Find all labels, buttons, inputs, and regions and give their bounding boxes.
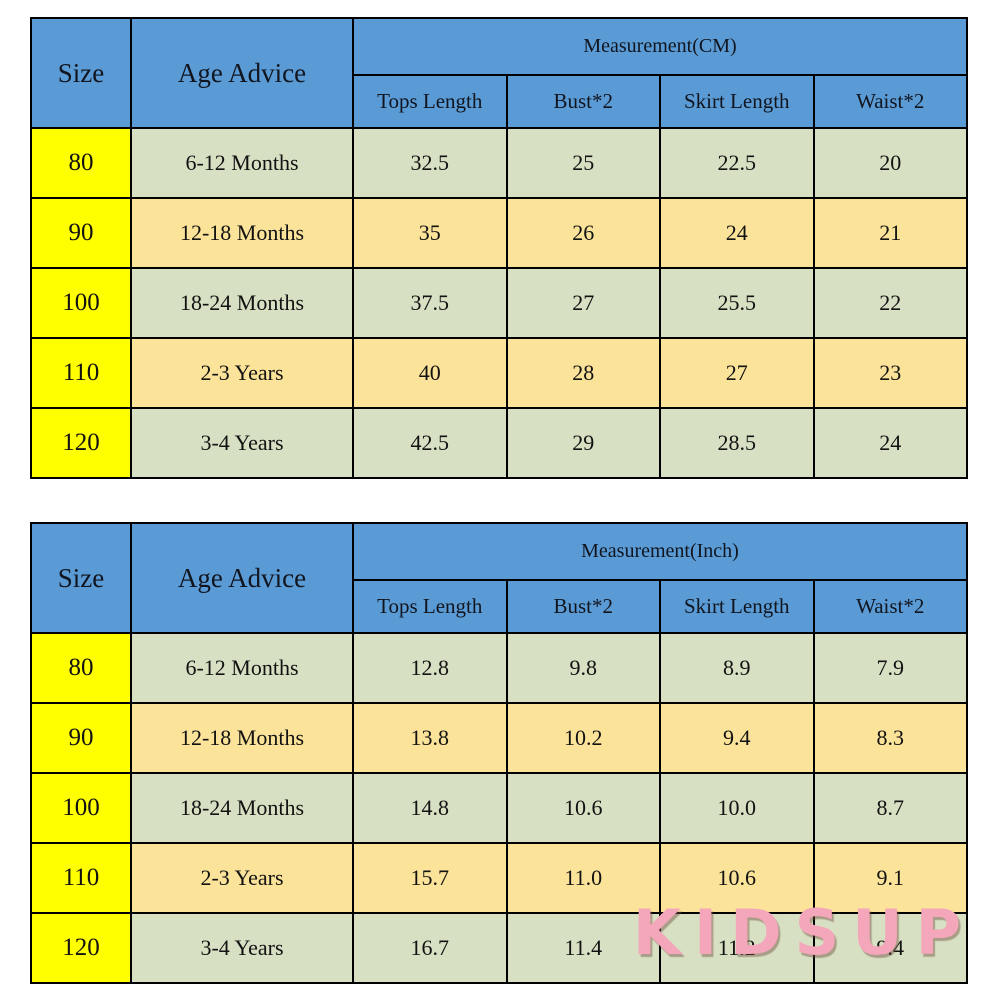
age-advice-cell: 6-12 Months	[130, 127, 354, 199]
measurement-value-cell: 9.4	[812, 912, 968, 984]
age-advice-cell: 2-3 Years	[130, 842, 354, 914]
measurement-value-cell: 25.5	[659, 267, 815, 339]
header-row-top: Size Age Advice Measurement(CM)	[30, 17, 968, 129]
header-row-sub: Tops Length Bust*2 Skirt Length Waist*2	[31, 579, 968, 634]
measurement-value-cell: 32.5	[352, 127, 508, 199]
measurement-value-cell: 24	[659, 197, 815, 269]
size-cell: 120	[30, 912, 132, 984]
size-cell: 110	[30, 842, 132, 914]
measure-column-header: Bust*2	[505, 74, 661, 129]
measurement-value-cell: 23	[812, 337, 968, 409]
size-cell: 90	[30, 702, 132, 774]
measurement-value-cell: 12.8	[352, 632, 508, 704]
age-advice-cell: 12-18 Months	[130, 702, 354, 774]
measure-column-header: Skirt Length	[659, 74, 815, 129]
age-advice-cell: 3-4 Years	[130, 912, 354, 984]
size-cell: 90	[30, 197, 132, 269]
measurement-value-cell: 8.7	[812, 772, 968, 844]
measurement-value-cell: 24	[812, 407, 968, 479]
measurement-value-cell: 9.1	[812, 842, 968, 914]
size-column-header: Size	[30, 522, 132, 634]
table-row: 120 3-4 Years 42.5 29 28.5 24	[30, 407, 968, 479]
measurement-value-cell: 13.8	[352, 702, 508, 774]
measurement-value-cell: 25	[505, 127, 661, 199]
age-advice-cell: 2-3 Years	[130, 337, 354, 409]
size-table-inch: Size Age Advice Measurement(Inch) Tops Leng…	[30, 522, 968, 984]
measurement-value-cell: 10.6	[659, 842, 815, 914]
measurement-value-cell: 11.4	[505, 912, 661, 984]
measurement-value-cell: 11.0	[505, 842, 661, 914]
age-advice-cell: 3-4 Years	[130, 407, 354, 479]
measurement-value-cell: 27	[659, 337, 815, 409]
table-row: 110 2-3 Years 15.7 11.0 10.6 9.1	[30, 842, 968, 914]
size-cell: 100	[30, 267, 132, 339]
size-column-header: Size	[30, 17, 132, 129]
measurement-value-cell: 28	[505, 337, 661, 409]
table-row: 80 6-12 Months 12.8 9.8 8.9 7.9	[30, 632, 968, 704]
table-row: 100 18-24 Months 37.5 27 25.5 22	[30, 267, 968, 339]
table-row: 120 3-4 Years 16.7 11.4 11.2 9.4	[30, 912, 968, 984]
measurement-value-cell: 37.5	[352, 267, 508, 339]
measurement-value-cell: 8.9	[659, 632, 815, 704]
measurement-value-cell: 22.5	[659, 127, 815, 199]
measurement-unit-header: Measurement(Inch)	[352, 522, 968, 581]
measurement-value-cell: 8.3	[812, 702, 968, 774]
measure-column-header: Tops Length	[352, 579, 508, 634]
measurement-value-cell: 10.0	[659, 772, 815, 844]
age-advice-cell: 18-24 Months	[130, 267, 354, 339]
size-table-cm: Size Age Advice Measurement(CM) Tops Length…	[30, 17, 968, 479]
measurement-value-cell: 27	[505, 267, 661, 339]
measurement-value-cell: 35	[352, 197, 508, 269]
measure-column-header: Waist*2	[812, 74, 968, 129]
table-row: 110 2-3 Years 40 28 27 23	[30, 337, 968, 409]
measurement-value-cell: 20	[812, 127, 968, 199]
measurement-value-cell: 22	[812, 267, 968, 339]
measure-column-header: Tops Length	[352, 74, 508, 129]
size-cell: 120	[30, 407, 132, 479]
measurement-value-cell: 14.8	[352, 772, 508, 844]
measure-column-header: Waist*2	[812, 579, 968, 634]
table-row: 100 18-24 Months 14.8 10.6 10.0 8.7	[30, 772, 968, 844]
header-row-sub: Tops Length Bust*2 Skirt Length Waist*2	[31, 74, 968, 129]
measurement-value-cell: 15.7	[352, 842, 508, 914]
measurement-value-cell: 40	[352, 337, 508, 409]
measurement-value-cell: 26	[505, 197, 661, 269]
measurement-value-cell: 42.5	[352, 407, 508, 479]
measurement-value-cell: 29	[505, 407, 661, 479]
measurement-value-cell: 11.2	[659, 912, 815, 984]
measure-column-header: Bust*2	[505, 579, 661, 634]
table-row: 90 12-18 Months 35 26 24 21	[30, 197, 968, 269]
measurement-value-cell: 9.4	[659, 702, 815, 774]
size-cell: 80	[30, 632, 132, 704]
age-advice-cell: 6-12 Months	[130, 632, 354, 704]
measurement-value-cell: 28.5	[659, 407, 815, 479]
measurement-value-cell: 9.8	[505, 632, 661, 704]
measurement-value-cell: 10.6	[505, 772, 661, 844]
measurement-unit-header: Measurement(CM)	[352, 17, 968, 76]
size-cell: 100	[30, 772, 132, 844]
table-row: 90 12-18 Months 13.8 10.2 9.4 8.3	[30, 702, 968, 774]
size-cell: 80	[30, 127, 132, 199]
measurement-value-cell: 10.2	[505, 702, 661, 774]
measure-column-header: Skirt Length	[659, 579, 815, 634]
age-advice-cell: 18-24 Months	[130, 772, 354, 844]
measurement-value-cell: 7.9	[812, 632, 968, 704]
header-row-top: Size Age Advice Measurement(Inch)	[30, 522, 968, 634]
size-cell: 110	[30, 337, 132, 409]
age-advice-column-header: Age Advice	[130, 522, 354, 634]
age-advice-column-header: Age Advice	[130, 17, 354, 129]
table-row: 80 6-12 Months 32.5 25 22.5 20	[30, 127, 968, 199]
measurement-value-cell: 16.7	[352, 912, 508, 984]
measurement-value-cell: 21	[812, 197, 968, 269]
age-advice-cell: 12-18 Months	[130, 197, 354, 269]
